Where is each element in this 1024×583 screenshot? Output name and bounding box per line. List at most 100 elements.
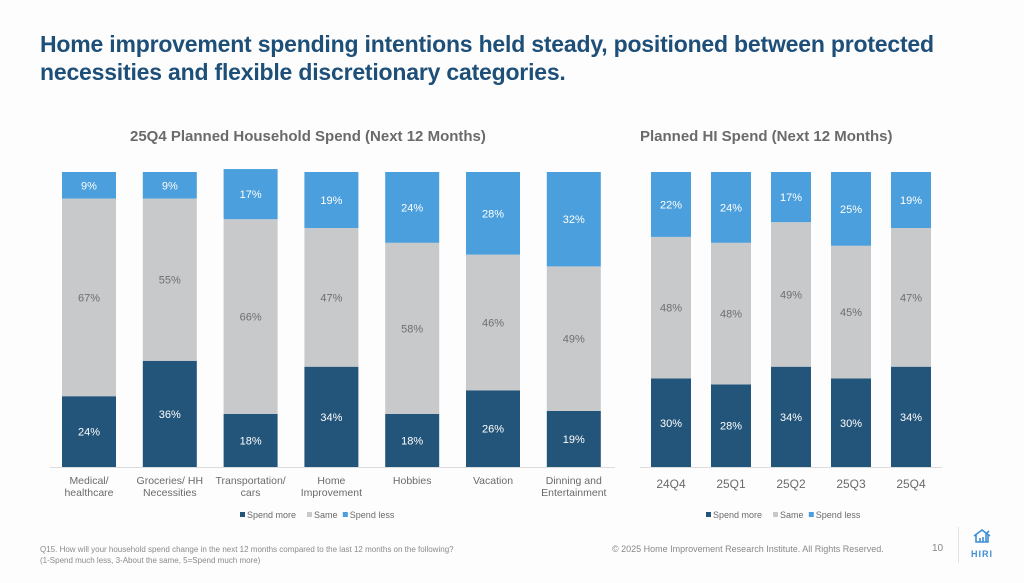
bar-segment-spend-more — [771, 366, 811, 467]
bar-segment-spend-more — [651, 378, 691, 467]
bar-segment-same — [385, 242, 440, 414]
legend-label-spend-less: Spend less — [816, 510, 861, 520]
house-icon — [973, 529, 991, 543]
bar-segment-spend-less — [891, 172, 931, 229]
data-label: 55% — [159, 275, 181, 287]
category-label: Transportation/ — [215, 475, 285, 487]
data-label: 46% — [482, 317, 504, 329]
data-label: 25% — [840, 204, 862, 216]
hi-chart-title: Planned HI Spend (Next 12 Months) — [640, 128, 893, 145]
bar-segment-spend-more — [142, 360, 197, 467]
data-label: 34% — [900, 412, 922, 424]
bar-segment-same — [651, 236, 691, 379]
data-label: 49% — [563, 334, 585, 346]
category-label: Necessities — [143, 487, 197, 499]
bar-segment-spend-less — [651, 172, 691, 237]
bar-segment-same — [223, 219, 278, 414]
category-label: 25Q3 — [836, 477, 866, 491]
bar-segment-spend-less — [223, 169, 278, 220]
data-label: 9% — [81, 180, 97, 192]
data-label: 17% — [240, 189, 262, 201]
bar-segment-same — [771, 222, 811, 367]
legend-swatch-spend-less — [808, 512, 814, 517]
bar-segment-spend-more — [891, 366, 931, 467]
bar-segment-spend-less — [546, 172, 601, 267]
bar-segment-spend-less — [831, 172, 871, 246]
legend-label-same: Same — [780, 510, 804, 520]
data-label: 45% — [840, 307, 862, 319]
legend-label-same: Same — [314, 510, 338, 520]
data-label: 28% — [720, 421, 742, 433]
data-label: 48% — [720, 309, 742, 321]
bar-segment-same — [546, 266, 601, 411]
page-title: Home improvement spending intentions hel… — [40, 31, 934, 85]
legend-swatch-spend-more — [706, 512, 711, 517]
bar-segment-same — [831, 245, 871, 379]
category-label: 25Q1 — [716, 477, 746, 491]
data-label: 28% — [482, 208, 504, 220]
bar-segment-same — [711, 242, 751, 385]
data-label: 49% — [780, 289, 802, 301]
legend-label-spend-more: Spend more — [247, 510, 296, 520]
data-label: 47% — [320, 292, 342, 304]
data-label: 34% — [780, 412, 802, 424]
data-label: 48% — [660, 303, 682, 315]
legend-label-spend-more: Spend more — [713, 510, 762, 520]
bar-segment-spend-less — [385, 172, 440, 243]
bar-segment-spend-more — [385, 413, 440, 467]
data-label: 66% — [240, 312, 262, 324]
bar-segment-same — [142, 198, 197, 361]
footnote-line-2: (1-Spend much less, 3-About the same, 5=… — [40, 556, 261, 565]
bar-segment-spend-less — [466, 172, 520, 255]
category-label: 25Q4 — [896, 477, 926, 491]
bar-segment-spend-more — [546, 410, 601, 467]
footer-divider — [958, 527, 959, 563]
bar-segment-spend-less — [771, 172, 811, 223]
footnote: Q15. How will your household spend chang… — [40, 544, 454, 566]
legend-swatch-same — [773, 512, 778, 517]
data-label: 17% — [780, 192, 802, 204]
data-label: 19% — [900, 195, 922, 207]
bar-segment-same — [304, 228, 359, 367]
category-label: Entertainment — [541, 487, 606, 499]
bar-segment-spend-more — [62, 396, 116, 467]
legend-label-spend-less: Spend less — [350, 510, 395, 520]
logo-text: HIRI — [971, 549, 993, 559]
data-label: 22% — [660, 199, 682, 211]
legend-swatch-spend-more — [240, 512, 245, 517]
category-label: Hobbies — [393, 475, 432, 487]
data-label: 67% — [78, 292, 100, 304]
page-number: 10 — [932, 543, 944, 554]
hiri-logo: HIRI — [962, 528, 1002, 559]
data-label: 9% — [162, 180, 178, 192]
category-label: 25Q2 — [776, 477, 806, 491]
data-label: 26% — [482, 424, 504, 436]
bar-segment-spend-more — [223, 413, 278, 467]
bar-segment-spend-more — [466, 390, 520, 467]
data-label: 18% — [240, 435, 262, 447]
category-label: cars — [241, 487, 261, 499]
legend-swatch-spend-less — [342, 512, 348, 517]
data-label: 24% — [720, 202, 742, 214]
bar-segment-spend-more — [831, 378, 871, 467]
bar-segment-spend-less — [62, 172, 116, 199]
category-label: Improvement — [301, 487, 362, 499]
data-label: 24% — [401, 202, 423, 214]
bar-segment-spend-more — [304, 366, 359, 467]
bar-segment-same — [891, 228, 931, 367]
bar-segment-same — [62, 198, 116, 397]
data-label: 19% — [563, 434, 585, 446]
data-label: 36% — [159, 409, 181, 421]
legend-swatch-same — [307, 512, 312, 517]
data-label: 19% — [320, 195, 342, 207]
household-chart-title: 25Q4 Planned Household Spend (Next 12 Mo… — [130, 128, 486, 145]
bar-segment-spend-less — [304, 172, 359, 229]
category-label: 24Q4 — [656, 477, 686, 491]
category-label: Vacation — [473, 475, 513, 487]
data-label: 47% — [900, 292, 922, 304]
category-label: Dinning and — [546, 475, 602, 487]
data-label: 34% — [320, 412, 342, 424]
data-label: 32% — [563, 214, 585, 226]
data-label: 30% — [660, 418, 682, 430]
bar-segment-spend-more — [711, 384, 751, 467]
